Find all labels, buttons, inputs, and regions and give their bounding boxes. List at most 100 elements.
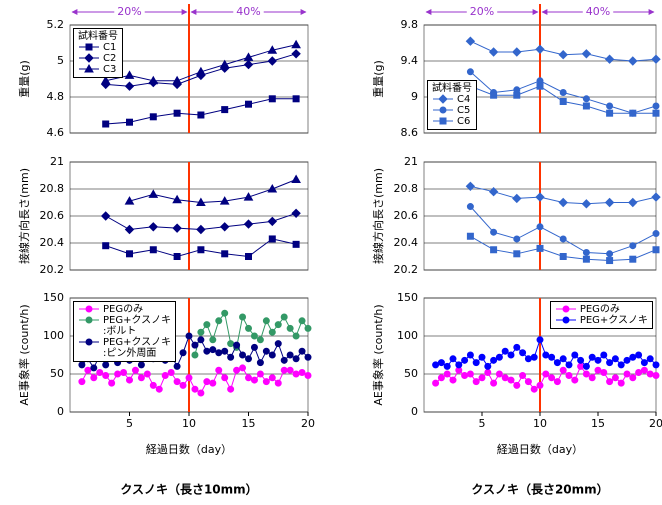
marker [137, 361, 145, 369]
marker [221, 106, 229, 114]
legend-swatch [433, 117, 453, 125]
y-tick-label: 5.2 [47, 18, 65, 31]
marker [600, 351, 608, 359]
marker [611, 355, 619, 363]
caption: クスノキ（長さ10mm） [120, 482, 257, 497]
marker [449, 355, 457, 363]
marker [465, 181, 476, 192]
marker [437, 359, 445, 367]
y-axis-label: 接線方向長さ(mm) [371, 168, 385, 264]
marker [179, 381, 187, 389]
y-tick-label: 5 [57, 54, 64, 67]
marker [513, 250, 521, 258]
marker [432, 361, 440, 369]
marker [629, 255, 637, 263]
marker [604, 54, 615, 64]
marker [490, 91, 498, 99]
marker [274, 379, 282, 387]
marker [606, 359, 614, 367]
marker [466, 203, 474, 211]
marker [78, 378, 86, 386]
marker [617, 361, 625, 369]
marker [629, 109, 637, 117]
marker [221, 309, 229, 317]
marker [167, 368, 175, 376]
marker [286, 366, 294, 374]
marker [558, 197, 568, 208]
marker [472, 378, 480, 386]
marker [148, 75, 159, 85]
marker [102, 372, 110, 380]
y-axis-label: 重量(g) [17, 60, 31, 98]
legend-label: C5 [457, 105, 471, 116]
marker [215, 317, 223, 325]
marker [124, 196, 135, 205]
marker [197, 111, 205, 119]
marker [292, 240, 300, 248]
marker [268, 328, 276, 336]
marker [652, 102, 660, 110]
marker [559, 253, 567, 260]
marker [209, 379, 217, 387]
marker [239, 364, 247, 372]
marker [173, 109, 181, 117]
marker [449, 376, 457, 384]
marker [548, 353, 556, 361]
marker [611, 374, 619, 382]
marker [268, 95, 276, 103]
marker [120, 368, 128, 376]
legend-swatch [79, 64, 99, 73]
marker [519, 349, 527, 357]
y-tick-label: 20.2 [40, 263, 65, 276]
marker [606, 109, 614, 117]
marker [124, 81, 135, 91]
marker [501, 374, 509, 382]
marker [443, 370, 451, 378]
marker [149, 381, 157, 389]
marker [268, 235, 276, 243]
marker [274, 340, 282, 348]
marker [530, 385, 538, 393]
marker [227, 353, 235, 361]
marker [600, 368, 608, 376]
marker [85, 338, 93, 346]
marker [535, 192, 545, 202]
marker [131, 366, 139, 374]
marker [536, 336, 544, 344]
marker [651, 192, 661, 202]
marker [173, 378, 181, 386]
marker [512, 47, 522, 57]
annotation: 20% [117, 5, 141, 18]
marker [137, 374, 145, 382]
marker [606, 250, 614, 258]
marker [245, 324, 252, 332]
marker [148, 222, 159, 232]
marker [466, 232, 474, 240]
marker [268, 374, 276, 382]
y-tick-label: 9.8 [401, 18, 419, 31]
marker [606, 378, 614, 386]
marker [581, 199, 592, 209]
marker [461, 356, 469, 364]
annotation-bg [466, 5, 498, 18]
marker [542, 351, 550, 359]
y-tick-label: 4.6 [47, 126, 65, 139]
marker [239, 351, 247, 359]
y-tick-label: 4.8 [47, 90, 65, 103]
marker [465, 36, 476, 46]
marker [628, 56, 638, 66]
marker [484, 362, 492, 370]
legend-swatch [79, 316, 99, 324]
marker [245, 374, 252, 382]
marker [100, 211, 111, 221]
legend: 試料番号 C1 C2 C3 [73, 28, 123, 78]
marker [535, 44, 545, 55]
marker [559, 355, 567, 363]
marker [490, 228, 498, 236]
marker [588, 353, 596, 361]
marker [577, 362, 585, 370]
marker [513, 381, 521, 389]
y-tick-label: 0 [411, 405, 418, 418]
y-tick-label: 20.4 [394, 236, 419, 249]
marker [274, 321, 282, 329]
